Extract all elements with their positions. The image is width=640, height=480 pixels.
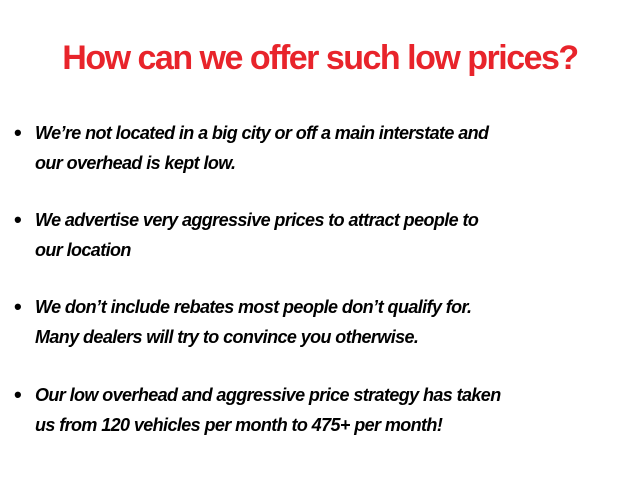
slide-title: How can we offer such low prices? bbox=[62, 39, 579, 77]
bullet-text-line: us from 120 vehicles per month to 475+ p… bbox=[35, 415, 443, 435]
bullet-text-line: Many dealers will try to convince you ot… bbox=[35, 327, 419, 347]
bullet-text-line: Our low overhead and aggressive price st… bbox=[35, 385, 501, 405]
bullet-text-line: We advertise very aggressive prices to a… bbox=[35, 210, 479, 230]
bullet-text-line: We’re not located in a big city or off a… bbox=[35, 123, 489, 143]
bullet-text-line: our location bbox=[35, 240, 131, 260]
bullet-dot: • bbox=[14, 294, 22, 319]
bullet-dot: • bbox=[14, 207, 22, 232]
bullet-text-line: our overhead is kept low. bbox=[35, 153, 236, 173]
bullet-dot: • bbox=[14, 120, 22, 145]
bullet-dot: • bbox=[14, 382, 22, 407]
bullet-text-line: We don’t include rebates most people don… bbox=[35, 297, 472, 317]
